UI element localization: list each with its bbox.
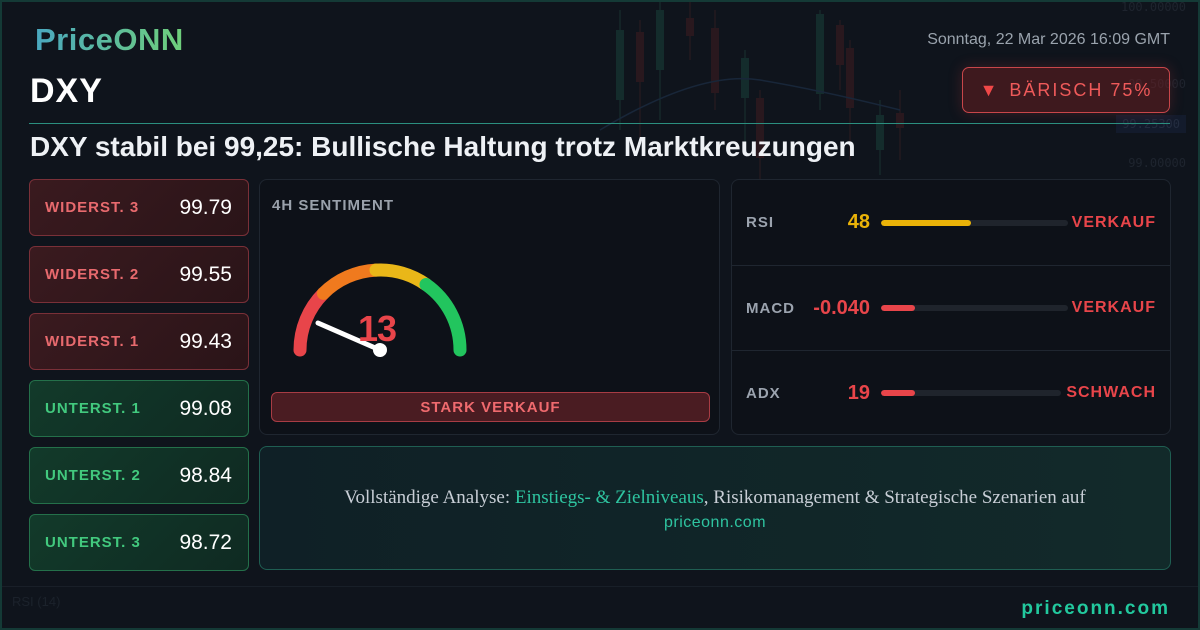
- price-axis-label: 99.00000: [1128, 156, 1186, 170]
- indicator-signal: SCHWACH: [1066, 384, 1156, 401]
- indicator-bar: [881, 305, 1068, 311]
- support-level-2: UNTERST. 2 98.84: [29, 447, 249, 504]
- gauge-verdict-badge: STARK VERKAUF: [271, 392, 710, 422]
- sentiment-gauge-panel: 4H SENTIMENT 13 STARK VERKAUF: [259, 179, 720, 435]
- gauge-value: 13: [358, 308, 397, 349]
- indicator-signal: VERKAUF: [1071, 213, 1156, 231]
- cta-url-link[interactable]: priceonn.com: [663, 514, 767, 531]
- indicator-bar: [881, 390, 1061, 396]
- resistance-level-1: WIDERST. 1 99.43: [29, 313, 249, 370]
- level-label: UNTERST. 2: [45, 467, 141, 484]
- indicator-value: 48: [847, 211, 870, 233]
- sentiment-badge: ▼ BÄRISCH 75%: [962, 67, 1170, 113]
- indicator-bar: [881, 219, 1068, 226]
- indicator-name: MACD: [746, 299, 795, 317]
- indicator-value: -0.040: [813, 296, 870, 319]
- indicator-row-adx: ADX 19 SCHWACH: [732, 350, 1170, 435]
- resistance-level-3: WIDERST. 3 99.79: [29, 179, 249, 236]
- title-divider: [29, 123, 1170, 124]
- sentiment-gauge-icon: [293, 263, 467, 357]
- level-value: 99.55: [179, 262, 232, 286]
- level-label: WIDERST. 3: [45, 199, 140, 216]
- level-value: 99.79: [179, 195, 232, 219]
- level-value: 99.43: [179, 329, 232, 353]
- rsi-pane-label: RSI (14): [12, 594, 60, 609]
- level-value: 98.72: [179, 530, 232, 554]
- level-label: WIDERST. 2: [45, 266, 140, 283]
- gauge-needle: [315, 320, 383, 353]
- headline: DXY stabil bei 99,25: Bullische Haltung …: [30, 131, 856, 162]
- priceonn-logo: PriceONN: [35, 22, 184, 57]
- support-level-3: UNTERST. 3 98.72: [29, 514, 249, 571]
- sentiment-label: BÄRISCH 75%: [1009, 79, 1153, 100]
- level-label: UNTERST. 1: [45, 400, 141, 417]
- rsi-period: (14): [37, 594, 61, 609]
- indicator-signal: VERKAUF: [1071, 299, 1156, 316]
- price-levels-list: WIDERST. 3 99.79 WIDERST. 2 99.55 WIDERS…: [29, 179, 249, 581]
- cta-prefix: Vollständige Analyse:: [344, 487, 515, 508]
- indicator-row-rsi: RSI 48 VERKAUF: [732, 180, 1170, 265]
- ticker-symbol: DXY: [30, 72, 103, 110]
- current-price-tag: 99.25300: [1116, 115, 1186, 133]
- cta-text: Vollständige Analyse: Einstiegs- & Zieln…: [260, 487, 1170, 509]
- indicator-row-macd: MACD -0.040 VERKAUF: [732, 265, 1170, 350]
- datetime-stamp: Sonntag, 22 Mar 2026 16:09 GMT: [927, 31, 1170, 48]
- rsi-label: RSI: [12, 594, 34, 609]
- rsi-pane-divider: [0, 586, 1200, 587]
- level-value: 98.84: [179, 463, 232, 487]
- gauge-title: 4H SENTIMENT: [272, 197, 395, 214]
- support-level-1: UNTERST. 1 99.08: [29, 380, 249, 437]
- indicators-panel: RSI 48 VERKAUF MACD -0.040 VERKAUF ADX 1…: [731, 179, 1171, 435]
- indicator-name: RSI: [746, 214, 775, 231]
- cta-suffix: , Risikomanagement & Strategische Szenar…: [703, 487, 1086, 508]
- full-analysis-cta[interactable]: Vollständige Analyse: Einstiegs- & Zieln…: [259, 446, 1171, 570]
- indicator-value: 19: [847, 381, 870, 404]
- cta-highlight: Einstiegs- & Zielniveaus: [514, 487, 704, 508]
- gauge-needle-hub: [373, 343, 387, 357]
- level-label: WIDERST. 1: [45, 333, 140, 350]
- resistance-level-2: WIDERST. 2 99.55: [29, 246, 249, 303]
- triangle-down-icon: ▼: [979, 79, 1000, 100]
- price-axis-label: 100.00000: [1120, 0, 1186, 14]
- price-axis-label: 99.50000: [1128, 77, 1186, 91]
- level-label: UNTERST. 3: [45, 534, 141, 551]
- level-value: 99.08: [179, 396, 232, 420]
- indicator-name: ADX: [746, 384, 781, 402]
- footer-url-link[interactable]: priceonn.com: [1021, 598, 1170, 619]
